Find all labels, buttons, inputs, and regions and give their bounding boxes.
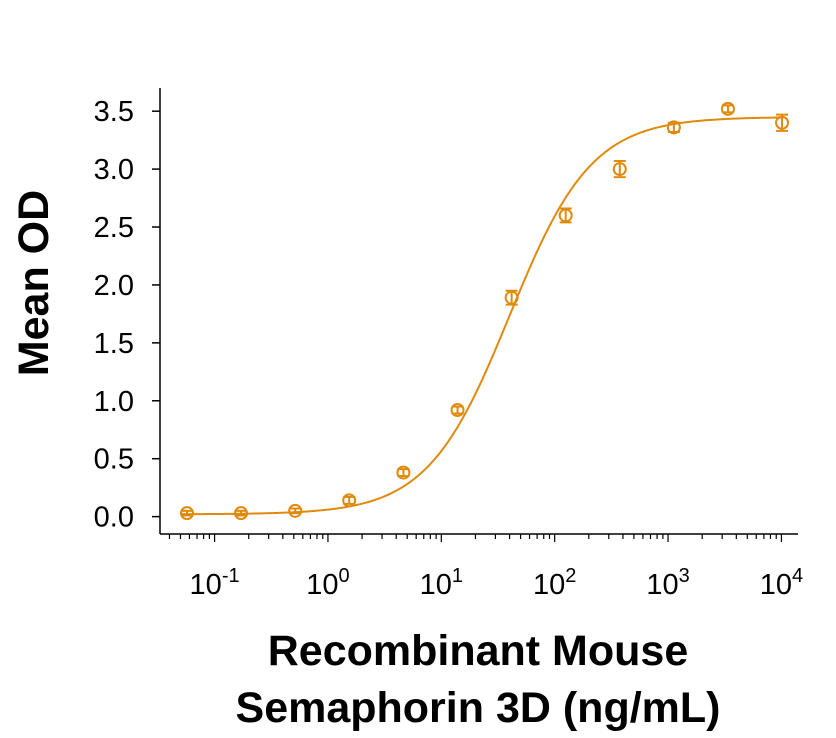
y-tick-label: 3.5 [94,96,134,128]
x-tick-label: 10-1 [190,565,240,601]
data-marker [775,115,790,130]
fit-curve [180,116,784,516]
data-marker [288,503,303,518]
data-point [612,159,627,179]
data-marker [558,208,573,223]
x-tick-exponent: 4 [792,565,803,587]
data-point [288,503,303,518]
y-tick-label: 3.0 [94,154,134,186]
x-tick-exponent: 0 [339,565,350,587]
data-marker [612,162,627,177]
x-tick-base: 10 [190,569,222,601]
data-point [179,506,194,521]
y-tick-label: 2.5 [94,212,134,244]
x-tick-base: 10 [420,569,452,601]
x-tick-label: 103 [646,565,689,601]
x-tick-exponent: 1 [452,565,463,587]
y-tick-label: 1.5 [94,328,134,360]
data-point [234,506,249,521]
x-tick-label: 104 [760,565,803,601]
y-tick-label: 0.0 [94,502,134,534]
data-marker [396,465,411,480]
data-marker [666,120,681,135]
data-point [666,120,681,135]
data-marker [450,403,465,418]
x-tick-label: 100 [306,565,349,601]
x-tick-base: 10 [646,569,678,601]
y-tick-label: 0.5 [94,444,134,476]
data-marker [179,506,194,521]
axes: 0.00.51.01.52.02.53.03.5 10-1 100 101 102 10… [94,88,803,601]
y-axis-ticks: 0.0 0.5 1.0 1.5 2.0 2.5 3.0 3.5 [94,96,160,534]
x-tick-exponent: -1 [222,565,240,587]
x-axis-title-line-1: Recombinant Mouse [268,627,689,675]
data-marker [234,506,249,521]
plot-area [179,101,790,521]
data-marker [720,101,735,116]
x-tick-base: 10 [533,569,565,601]
data-marker [342,493,357,508]
x-tick-exponent: 2 [565,565,576,587]
data-point [558,207,573,224]
y-tick-label: 1.0 [94,386,134,418]
data-point [450,403,465,418]
y-axis-title: Mean OD [10,190,58,376]
y-tick-label: 2.0 [94,270,134,302]
x-axis-ticks: 10-1 100 101 102 103 104 [168,534,803,601]
data-point [720,101,735,116]
data-point [504,289,519,306]
data-point [342,493,357,508]
data-point [775,113,790,132]
data-point [396,465,411,480]
data-points [179,101,790,521]
data-marker [504,290,519,305]
x-tick-base: 10 [306,569,338,601]
x-axis-title-line-2: Semaphorin 3D (ng/mL) [236,684,721,732]
x-tick-label: 102 [533,565,576,601]
x-tick-exponent: 3 [679,565,690,587]
x-tick-label: 101 [420,565,463,601]
x-tick-base: 10 [760,569,792,601]
